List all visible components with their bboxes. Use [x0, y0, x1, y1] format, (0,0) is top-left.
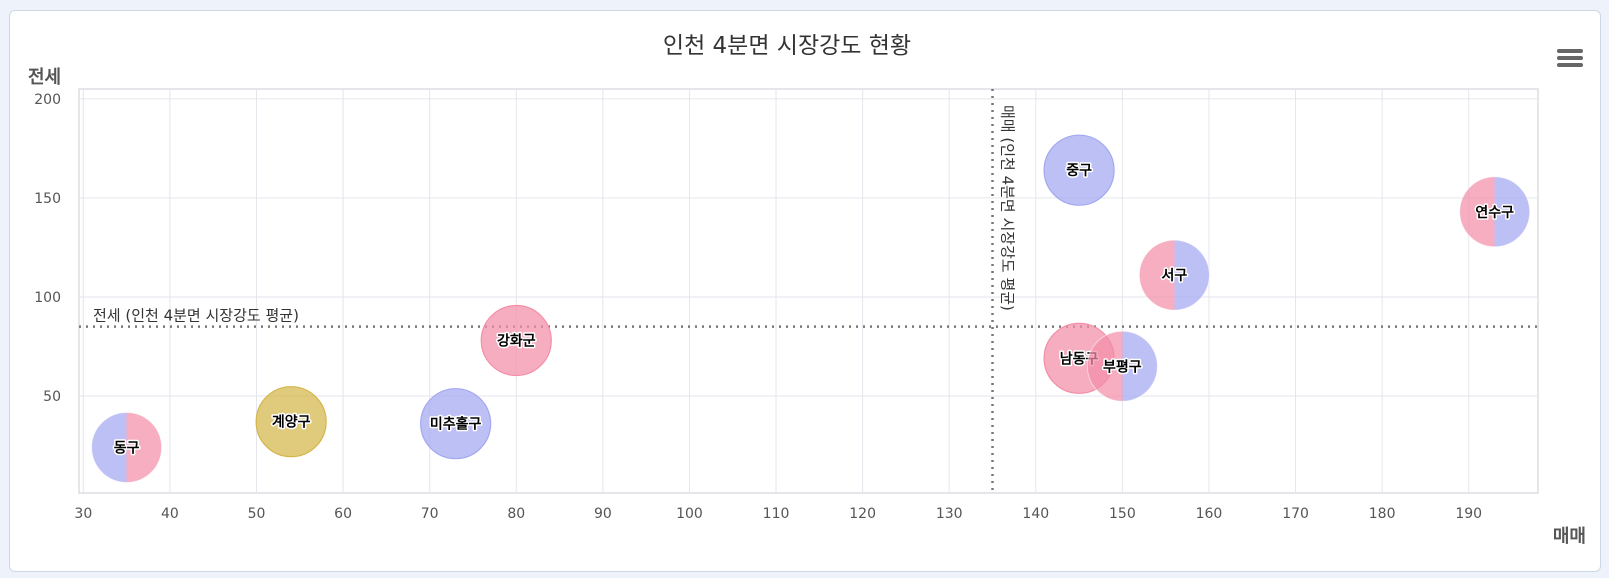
bubble-강화군[interactable]: 강화군	[480, 304, 552, 377]
bubble-부평구[interactable]: 부평구	[1086, 330, 1158, 402]
bubble-label: 연수구	[1475, 205, 1514, 221]
x-tick-label: 40	[161, 506, 179, 522]
bubble-label: 서구	[1161, 268, 1187, 284]
bubble-marker[interactable]	[420, 388, 492, 460]
hamburger-menu-icon[interactable]	[1557, 49, 1583, 71]
y-tick-label: 150	[34, 191, 61, 207]
bubble-연수구[interactable]: 연수구	[1459, 176, 1531, 248]
bubble-marker[interactable]	[1086, 330, 1158, 402]
x-axis-title: 매매	[1553, 526, 1586, 547]
x-tick-label: 60	[334, 506, 352, 522]
bubble-미추홀구[interactable]: 미추홀구	[420, 388, 492, 460]
bubble-label: 동구	[114, 440, 140, 456]
x-tick-label: 120	[849, 506, 876, 522]
chart-title: 인천 4분면 시장강도 현황	[663, 33, 911, 59]
bubble-label: 계양구	[272, 415, 311, 431]
x-tick-label: 170	[1282, 506, 1309, 522]
bubble-marker[interactable]	[255, 386, 327, 458]
x-tick-label: 140	[1022, 506, 1049, 522]
x-average-label: 매매 (인천 4분면 시장강도 평균)	[998, 105, 1016, 311]
bubble-서구[interactable]: 서구	[1138, 239, 1210, 311]
x-tick-label: 90	[594, 506, 612, 522]
x-tick-label: 180	[1369, 506, 1396, 522]
bubble-marker[interactable]	[91, 411, 163, 483]
y-tick-label: 100	[34, 290, 61, 306]
x-tick-label: 130	[936, 506, 963, 522]
bubble-중구[interactable]: 중구	[1043, 134, 1115, 206]
x-tick-label: 50	[248, 506, 266, 522]
chart-svg: 30 40 50 60 70 80 90 100 110 120 130 140 150 160 170 18…	[28, 33, 1586, 547]
x-tick-label: 110	[763, 506, 790, 522]
bubble-계양구[interactable]: 계양구	[255, 386, 327, 458]
bubble-marker[interactable]	[480, 304, 552, 377]
bubble-동구[interactable]: 동구	[91, 411, 163, 483]
y-tick-label: 50	[43, 389, 61, 405]
chart-card: 30 40 50 60 70 80 90 100 110 120 130 140 150 160 170 18…	[9, 10, 1601, 572]
bubble-marker[interactable]	[1459, 176, 1531, 248]
x-tick-label: 150	[1109, 506, 1136, 522]
x-tick-label: 30	[74, 506, 92, 522]
y-tick-label: 200	[34, 92, 61, 108]
bubble-label: 강화군	[497, 333, 536, 350]
bubble-label: 중구	[1066, 163, 1092, 179]
y-average-label: 전세 (인천 4분면 시장강도 평균)	[93, 307, 299, 325]
y-axis-title: 전세	[28, 67, 61, 88]
x-tick-label: 190	[1455, 506, 1482, 522]
x-tick-label: 70	[421, 506, 439, 522]
x-tick-label: 100	[676, 506, 703, 522]
x-tick-label: 80	[507, 506, 525, 522]
bubble-marker[interactable]	[1043, 134, 1115, 206]
bubble-label: 미추홀구	[430, 416, 482, 433]
bubble-marker[interactable]	[1138, 239, 1210, 311]
x-tick-label: 160	[1196, 506, 1223, 522]
bubble-label: 부평구	[1103, 358, 1142, 375]
